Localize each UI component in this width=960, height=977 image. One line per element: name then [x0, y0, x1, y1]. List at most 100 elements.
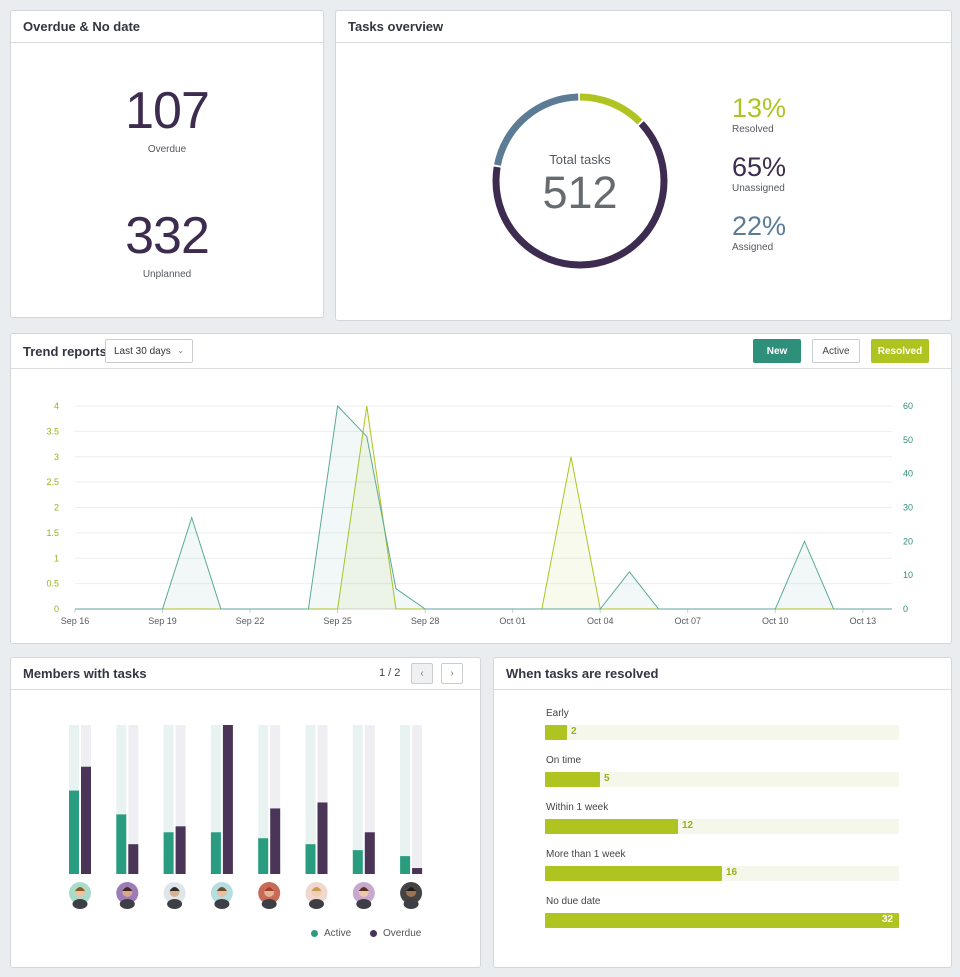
overdue-label: Overdue: [147, 144, 187, 155]
overdue-bar: [81, 766, 91, 874]
y-right-tick-label: 50: [903, 435, 913, 445]
filter-active-button[interactable]: Active: [812, 339, 860, 363]
stat-resolved-label: Resolved: [732, 124, 774, 135]
y-left-tick-label: 2.5: [46, 477, 59, 487]
resolved-row-label: No due date: [546, 896, 601, 907]
pager-next-button[interactable]: ›: [441, 663, 463, 684]
overdue-bar: [222, 725, 233, 874]
overdue-bar: [317, 802, 328, 874]
active-bar-track: [400, 725, 411, 874]
y-left-tick-label: 2: [54, 503, 59, 513]
tasks-overview-title: Tasks overview: [336, 11, 951, 43]
trend-reports-title: Trend reports: [23, 343, 107, 359]
y-right-tick-label: 60: [903, 401, 913, 411]
x-tick-label: Sep 19: [148, 616, 177, 626]
x-tick-label: Oct 10: [762, 616, 789, 626]
resolved-row-label: Within 1 week: [546, 802, 609, 813]
legend-active-label: Active: [324, 928, 352, 939]
overdue-bar-track: [364, 725, 375, 874]
member-avatar[interactable]: [163, 882, 186, 909]
members-title: Members with tasks: [23, 666, 147, 681]
overdue-bar: [412, 868, 423, 874]
members-header: Members with tasks 1 / 2 ‹ ›: [11, 658, 480, 690]
pager-prev-button[interactable]: ‹: [411, 663, 433, 684]
members-bar-chart: [69, 725, 423, 909]
donut-segment-unassigned: [492, 93, 668, 269]
x-tick-label: Sep 16: [61, 616, 90, 626]
active-bar: [69, 790, 79, 874]
resolved-panel-title: When tasks are resolved: [494, 658, 951, 690]
resolved-bar: [545, 866, 722, 881]
resolved-row-label: More than 1 week: [546, 849, 626, 860]
trend-reports-panel: Trend reports Last 30 days ⌄ New Active …: [10, 333, 952, 644]
overdue-bar-track: [175, 725, 186, 874]
y-left-tick-label: 4: [54, 401, 59, 411]
legend-overdue-label: Overdue: [383, 928, 422, 939]
y-right-tick-label: 30: [903, 503, 913, 513]
x-tick-label: Oct 01: [499, 616, 526, 626]
tasks-donut-chart: [492, 93, 668, 269]
chevron-down-icon: ⌄: [177, 346, 184, 355]
overdue-bar-track: [128, 725, 139, 874]
active-bar: [163, 832, 174, 874]
stat-assigned-value: 22%: [732, 211, 787, 241]
y-left-tick-label: 1.5: [46, 528, 59, 538]
resolved-bar-track: 12: [545, 819, 899, 834]
member-avatar[interactable]: [305, 882, 328, 909]
y-left-tick-label: 0: [54, 604, 59, 614]
unplanned-label: Unplanned: [142, 269, 192, 280]
overdue-panel: Overdue & No date 107 Overdue 332 Unplan…: [10, 10, 324, 318]
members-panel: Members with tasks 1 / 2 ‹ › Active Over…: [10, 657, 481, 968]
active-bar: [352, 850, 363, 874]
filter-new-button[interactable]: New: [753, 339, 801, 363]
member-avatar[interactable]: [258, 882, 281, 909]
unplanned-count: 332: [125, 207, 210, 265]
filter-resolved-button[interactable]: Resolved: [871, 339, 929, 363]
member-avatar[interactable]: [352, 882, 375, 909]
active-bar: [116, 814, 127, 874]
y-right-tick-label: 10: [903, 570, 913, 580]
series-1-line: [75, 404, 892, 610]
active-bar-track: [258, 725, 269, 874]
x-tick-label: Oct 07: [674, 616, 701, 626]
active-bar: [258, 838, 269, 874]
y-right-tick-label: 20: [903, 536, 913, 546]
y-right-tick-label: 40: [903, 469, 913, 479]
legend-active: Active: [311, 928, 351, 939]
stat-unassigned-label: Unassigned: [732, 183, 785, 194]
overdue-bar: [364, 832, 375, 874]
legend-overdue-dot: [370, 930, 377, 937]
y-left-tick-label: 1: [54, 553, 59, 563]
date-range-select[interactable]: Last 30 days ⌄: [105, 339, 193, 363]
stat-assigned-label: Assigned: [732, 242, 774, 253]
series-1-area: [75, 406, 892, 609]
resolved-row-label: Early: [546, 708, 569, 719]
member-avatar[interactable]: [210, 882, 233, 909]
overdue-bar: [270, 808, 281, 874]
legend-overdue: Overdue: [370, 928, 421, 939]
overdue-count: 107: [125, 82, 210, 140]
donut-segment-resolved: [492, 93, 668, 269]
x-tick-label: Sep 28: [411, 616, 440, 626]
overdue-bar: [175, 826, 186, 874]
resolved-bar-value: 2: [571, 726, 577, 737]
overdue-panel-title: Overdue & No date: [11, 11, 323, 43]
active-bar-track: [210, 725, 221, 874]
active-bar: [210, 832, 221, 874]
chevron-left-icon: ‹: [420, 668, 424, 679]
resolved-panel: When tasks are resolved Early 2 On time 5 Wi…: [493, 657, 952, 968]
active-bar-track: [352, 725, 363, 874]
resolved-bar: [545, 913, 899, 928]
resolved-row-label: On time: [546, 755, 582, 766]
resolved-bar-track: 32: [545, 913, 899, 928]
date-range-value: Last 30 days: [114, 345, 171, 357]
active-bar: [305, 844, 316, 874]
active-bar-track: [163, 725, 174, 874]
y-right-tick-label: 0: [903, 604, 908, 614]
member-avatar[interactable]: [69, 882, 91, 909]
overdue-bar-track: [270, 725, 281, 874]
member-avatar[interactable]: [400, 882, 423, 909]
member-avatar[interactable]: [116, 882, 139, 909]
overdue-bar-track: [317, 725, 328, 874]
